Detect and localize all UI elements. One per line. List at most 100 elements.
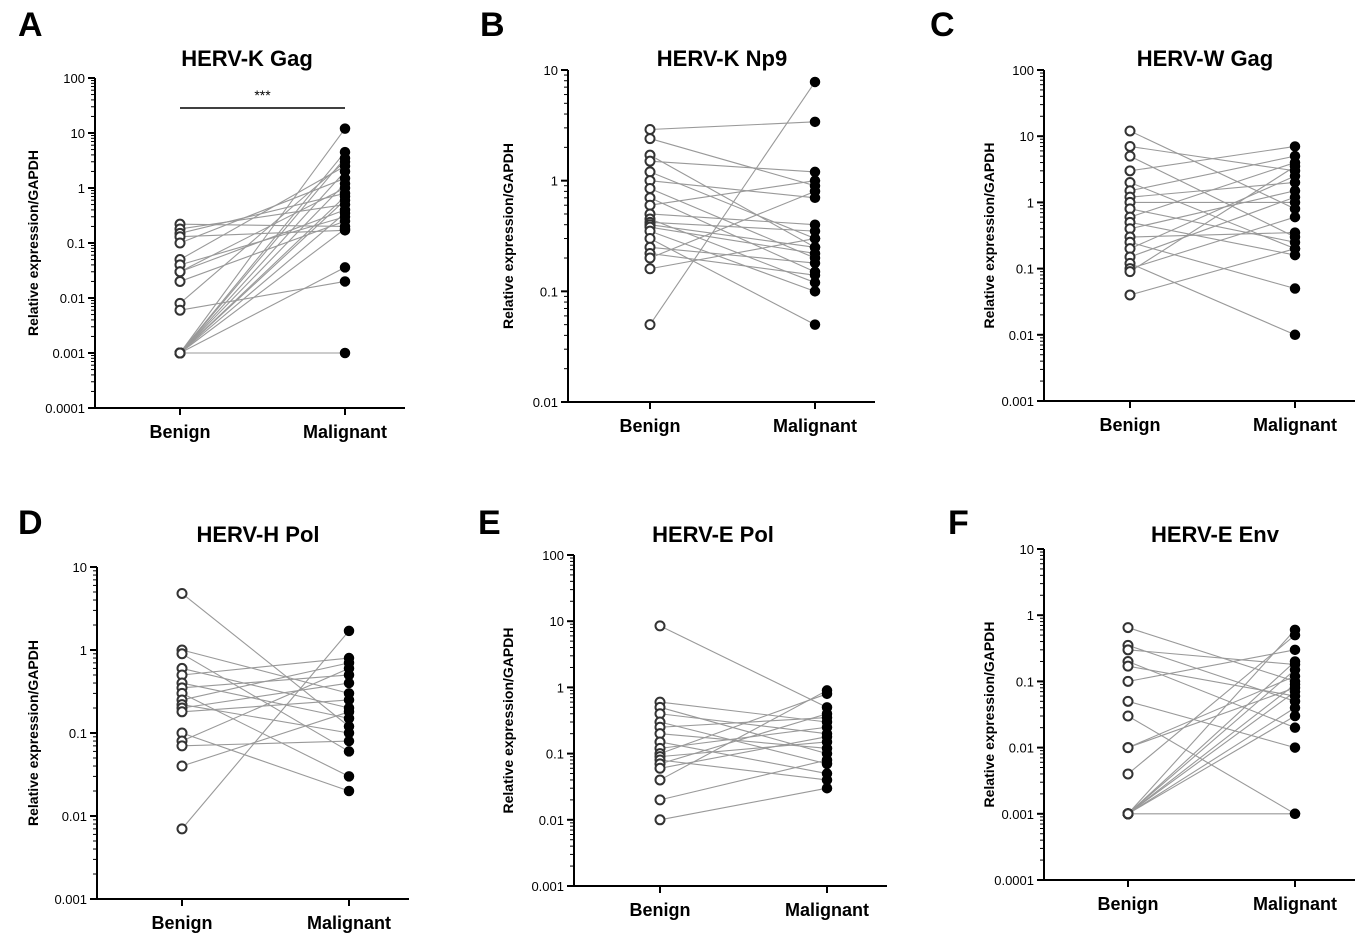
pair-line [659, 736, 828, 769]
malignant-point [821, 782, 833, 794]
panel-c: C HERV-W Gag Relative expression/GAPDH 0.00… [930, 6, 1355, 435]
malignant-point [343, 625, 355, 637]
panel-letter: B [480, 6, 505, 44]
pair-line [1129, 175, 1296, 250]
pair-line [659, 721, 828, 765]
malignant-point [809, 186, 821, 197]
pair-line [649, 252, 816, 276]
chart-title: HERV-H Pol [196, 522, 319, 547]
pair-line [179, 212, 346, 354]
pair-line [649, 221, 816, 232]
x-tick-label: Benign [620, 416, 681, 436]
y-tick-label: 1 [78, 181, 85, 196]
y-tick-label: 10 [544, 63, 558, 78]
pair-line [659, 693, 828, 755]
malignant-point [339, 194, 351, 206]
pair-line [1127, 683, 1296, 815]
y-tick-label: 0.001 [52, 346, 85, 361]
pair-line [649, 180, 816, 199]
malignant-point [1289, 742, 1301, 753]
pair-line [179, 280, 346, 311]
pair-line [179, 177, 346, 244]
malignant-point [339, 152, 351, 164]
malignant-point [1289, 329, 1301, 341]
pair-line [649, 197, 816, 273]
pair-line [179, 171, 346, 354]
x-tick-label: Benign [150, 422, 211, 442]
y-tick-label: 10 [73, 560, 87, 575]
panel-b: B HERV-K Np9 Relative expression/GAPDH 0.01… [480, 6, 875, 436]
y-tick-label: 0.01 [62, 809, 87, 824]
benign-point [1124, 125, 1136, 137]
y-axis-label: Relative expression/GAPDH [981, 143, 997, 329]
y-axis-label: Relative expression/GAPDH [25, 150, 41, 336]
malignant-point [343, 706, 355, 718]
benign-point [644, 166, 656, 178]
pair-line [659, 689, 828, 781]
chart-title: HERV-E Pol [652, 522, 774, 547]
pair-line [1127, 660, 1296, 729]
pair-line [181, 667, 350, 742]
benign-point [654, 620, 666, 632]
benign-point [644, 123, 656, 135]
y-tick-label: 0.01 [533, 395, 558, 410]
y-tick-label: 0.0001 [45, 401, 85, 416]
malignant-point [1289, 710, 1301, 722]
pair-line [1129, 181, 1296, 250]
chart-title: HERV-K Np9 [657, 46, 787, 71]
x-tick-label: Benign [1100, 415, 1161, 435]
pair-line [179, 266, 346, 354]
y-tick-label: 0.01 [1009, 741, 1034, 756]
y-axis-label: Relative expression/GAPDH [981, 622, 997, 808]
pair-line [181, 711, 350, 767]
benign-point [176, 587, 188, 599]
benign-point [1122, 742, 1134, 754]
panel-letter: A [18, 6, 43, 44]
y-tick-label: 100 [63, 71, 85, 86]
pair-line [179, 128, 346, 354]
malignant-point [339, 347, 351, 359]
x-tick-label: Malignant [1253, 894, 1337, 914]
benign-point [1122, 768, 1134, 780]
pair-line [659, 787, 828, 821]
pair-line [649, 190, 816, 259]
panel-letter: E [478, 504, 501, 542]
pair-line [659, 741, 828, 758]
pair-line [649, 81, 816, 325]
pair-line [649, 238, 816, 326]
y-tick-label: 0.1 [67, 236, 85, 251]
y-tick-label: 0.1 [546, 747, 564, 762]
benign-point [1122, 710, 1134, 722]
y-tick-label: 100 [542, 548, 564, 563]
pair-line [659, 726, 828, 749]
y-tick-label: 0.01 [1009, 328, 1034, 343]
benign-point [1124, 266, 1136, 278]
y-tick-label: 100 [1012, 63, 1034, 78]
malignant-point [821, 685, 833, 696]
pair-line [1127, 629, 1296, 815]
pair-line [179, 183, 346, 354]
malignant-point [343, 746, 355, 757]
malignant-point [1289, 161, 1301, 172]
y-tick-label: 10 [71, 126, 85, 141]
y-tick-label: 1 [557, 680, 564, 695]
panel-letter: F [948, 504, 969, 542]
malignant-point [821, 708, 833, 719]
malignant-point [1289, 624, 1301, 636]
malignant-point [343, 771, 355, 782]
malignant-point [1289, 283, 1301, 294]
pair-line [1129, 155, 1296, 238]
benign-point [644, 252, 656, 264]
benign-point [644, 319, 656, 331]
malignant-point [809, 319, 821, 330]
pair-line [649, 237, 816, 270]
y-tick-label: 0.1 [1016, 674, 1034, 689]
y-tick-label: 1 [1027, 608, 1034, 623]
pair-line [1127, 700, 1296, 749]
pair-line [1127, 675, 1296, 749]
pair-line [181, 630, 350, 830]
pair-line [181, 662, 350, 701]
pair-line [179, 151, 346, 354]
pair-line [1129, 262, 1296, 336]
panel-e: E HERV-E Pol Relative expression/GAPDH 0.00… [478, 504, 887, 920]
